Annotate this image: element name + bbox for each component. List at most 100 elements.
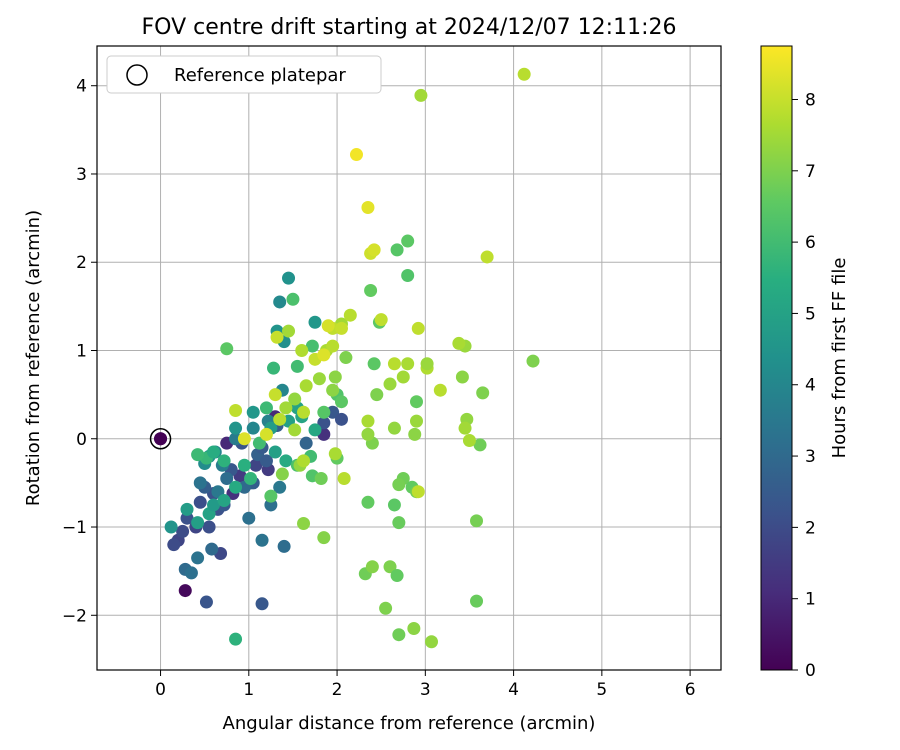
- data-point: [207, 445, 221, 459]
- data-point: [349, 148, 363, 162]
- data-point: [458, 421, 472, 435]
- data-point: [365, 560, 379, 574]
- data-point: [370, 388, 384, 402]
- data-point: [279, 454, 293, 468]
- colorbar-label: Hours from first FF file: [829, 258, 850, 459]
- data-point: [264, 489, 278, 503]
- data-point: [455, 370, 469, 384]
- data-point: [326, 339, 340, 353]
- data-point: [328, 447, 342, 461]
- chart-title: FOV centre drift starting at 2024/12/07 …: [142, 15, 677, 40]
- data-point: [299, 379, 313, 393]
- data-point: [242, 511, 256, 525]
- colorbar-tick-label: 4: [805, 376, 816, 396]
- data-point: [414, 88, 428, 102]
- data-point: [526, 354, 540, 368]
- data-point: [255, 597, 269, 611]
- data-point: [361, 495, 375, 509]
- y-tick-label: −1: [62, 518, 87, 538]
- data-point: [207, 498, 221, 512]
- data-point: [408, 427, 422, 441]
- data-point: [220, 471, 234, 485]
- data-point: [387, 498, 401, 512]
- data-point: [317, 348, 331, 362]
- data-point: [229, 404, 243, 418]
- data-point: [361, 201, 375, 215]
- data-point: [282, 271, 296, 285]
- y-tick-label: 2: [76, 253, 87, 273]
- data-point: [164, 520, 178, 534]
- data-point: [314, 471, 328, 485]
- data-point: [259, 454, 273, 468]
- data-point: [321, 319, 335, 333]
- data-point: [407, 622, 421, 636]
- data-points: [154, 67, 540, 649]
- colorbar: 0 1 2 3 4 5 6 7 8 Hours from first FF file: [760, 45, 850, 681]
- data-point: [390, 569, 404, 583]
- colorbar-tick-label: 3: [805, 447, 816, 467]
- data-point: [410, 395, 424, 409]
- data-point: [401, 357, 415, 371]
- plot-frame: [96, 45, 722, 671]
- data-point: [282, 324, 296, 338]
- x-tick-label: 1: [243, 680, 254, 700]
- grid: [97, 46, 721, 670]
- data-point: [401, 268, 415, 282]
- data-point: [317, 405, 331, 419]
- legend-marker: [126, 64, 148, 86]
- data-point: [452, 336, 466, 350]
- data-point: [191, 516, 205, 530]
- data-point: [205, 542, 219, 556]
- data-point: [317, 416, 331, 430]
- y-tick-label: 0: [76, 430, 87, 450]
- x-tick-label: 2: [332, 680, 343, 700]
- colorbar-tick-label: 7: [805, 162, 816, 182]
- data-point: [396, 370, 410, 384]
- data-point: [392, 628, 406, 642]
- colorbar-tick-label: 8: [805, 90, 816, 110]
- data-point: [275, 467, 289, 481]
- data-point: [401, 234, 415, 248]
- data-point: [334, 321, 348, 335]
- data-point: [249, 458, 263, 472]
- data-point: [184, 566, 198, 580]
- data-point: [411, 321, 425, 335]
- data-point: [312, 372, 326, 386]
- data-point: [229, 632, 243, 646]
- data-point: [299, 436, 313, 450]
- x-tick-label: 0: [155, 680, 166, 700]
- legend-label: Reference platepar: [174, 65, 346, 86]
- data-point: [383, 560, 397, 574]
- data-point: [367, 243, 381, 257]
- data-point: [255, 533, 269, 547]
- data-point: [277, 539, 291, 553]
- data-point: [290, 359, 304, 373]
- data-point: [288, 423, 302, 437]
- data-point: [476, 386, 490, 400]
- colorbar-tick-label: 6: [805, 233, 816, 253]
- data-point: [361, 414, 375, 428]
- x-tick-label: 5: [596, 680, 607, 700]
- data-point: [220, 342, 234, 356]
- data-point: [337, 471, 351, 485]
- data-point: [470, 514, 484, 528]
- data-point: [411, 485, 425, 499]
- data-point: [308, 423, 322, 437]
- colorbar-gradient: [760, 45, 793, 671]
- data-point: [343, 308, 357, 322]
- data-point: [326, 383, 340, 397]
- reference-ring: [149, 428, 172, 450]
- data-point: [295, 343, 309, 357]
- x-tick-label: 3: [420, 680, 431, 700]
- data-point: [433, 383, 447, 397]
- data-point: [193, 476, 207, 490]
- data-point: [191, 551, 205, 565]
- data-point: [167, 538, 181, 552]
- data-point: [229, 421, 243, 435]
- data-point: [267, 361, 281, 375]
- data-point: [237, 458, 251, 472]
- data-point: [176, 524, 190, 538]
- y-tick-label: 4: [76, 77, 87, 97]
- legend: Reference platepar: [106, 55, 382, 94]
